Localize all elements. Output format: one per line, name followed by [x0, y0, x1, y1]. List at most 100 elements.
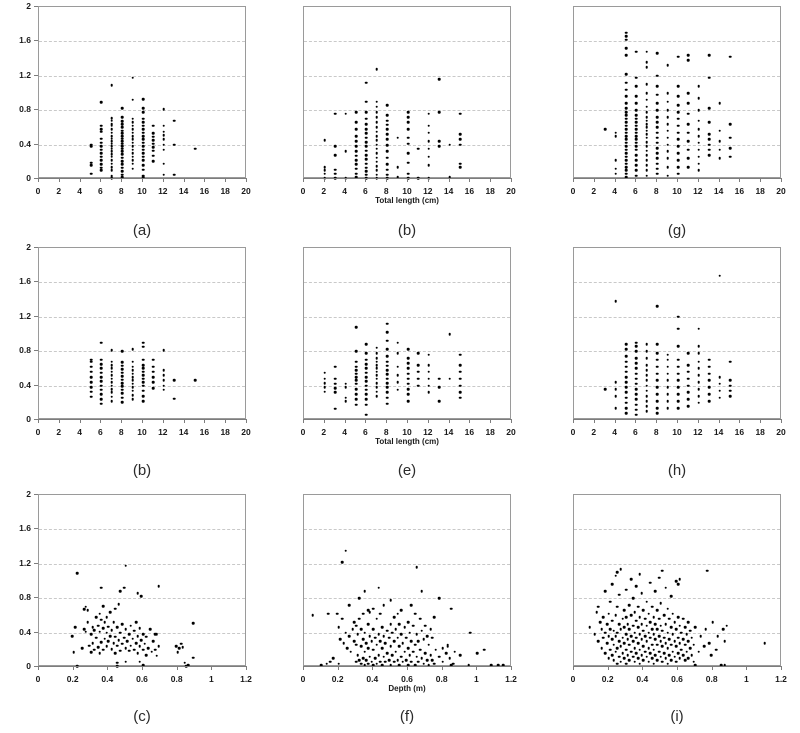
data-point: [89, 651, 93, 654]
data-point: [141, 131, 145, 134]
data-point: [614, 380, 617, 384]
data-point: [89, 365, 93, 368]
y-tick: [34, 143, 38, 145]
data-point: [645, 132, 649, 136]
data-point: [141, 151, 145, 155]
data-point: [619, 627, 623, 631]
data-point: [624, 162, 628, 165]
data-point: [427, 643, 431, 646]
data-point: [446, 643, 450, 646]
data-point: [385, 386, 389, 389]
data-point: [365, 358, 368, 362]
x-tick: [323, 419, 325, 423]
data-point: [120, 388, 124, 392]
data-point: [603, 651, 607, 655]
data-point: [70, 634, 74, 638]
data-point: [680, 631, 683, 634]
data-point: [131, 145, 134, 148]
data-point: [410, 603, 413, 607]
data-point: [193, 379, 197, 382]
data-point: [120, 642, 124, 646]
data-point: [366, 662, 370, 665]
data-point: [358, 617, 361, 621]
data-point: [655, 146, 659, 150]
data-point: [384, 660, 387, 664]
x-tick-label: 6: [633, 186, 638, 196]
data-point: [359, 645, 363, 648]
data-point: [110, 360, 114, 363]
data-point: [120, 367, 124, 371]
x-tick: [204, 178, 206, 182]
data-point: [635, 127, 638, 131]
data-point: [117, 602, 121, 606]
data-point: [100, 166, 103, 170]
x-tick-label: 6: [98, 427, 103, 437]
data-point: [193, 147, 197, 151]
data-point: [687, 657, 690, 660]
data-point: [181, 645, 185, 649]
data-point: [429, 653, 432, 657]
data-point: [631, 624, 635, 628]
data-point: [718, 148, 721, 152]
data-point: [655, 365, 659, 368]
data-point: [333, 168, 337, 171]
data-point: [112, 641, 115, 645]
data-point: [636, 657, 640, 660]
data-point: [635, 158, 638, 162]
data-point: [375, 147, 379, 151]
panel-caption-f: (f): [399, 708, 415, 725]
data-point: [427, 155, 431, 158]
data-point: [363, 650, 366, 653]
data-point: [617, 655, 621, 658]
data-point: [365, 145, 368, 148]
data-point: [707, 641, 711, 645]
data-point: [683, 658, 687, 662]
data-point: [429, 627, 432, 631]
data-point: [718, 139, 721, 143]
data-point: [141, 174, 145, 177]
x-tick: [183, 178, 185, 182]
data-point: [391, 631, 394, 634]
data-point: [101, 648, 105, 652]
data-point: [98, 651, 101, 655]
data-point: [645, 136, 649, 140]
data-point: [666, 115, 669, 119]
data-point: [162, 349, 166, 352]
data-point: [365, 173, 368, 176]
data-point: [365, 169, 368, 173]
data-point: [141, 120, 145, 124]
data-point: [129, 624, 133, 628]
data-point: [406, 142, 410, 146]
data-point: [120, 163, 124, 166]
data-point: [624, 406, 628, 410]
data-point: [687, 59, 690, 62]
data-point: [624, 348, 628, 351]
data-point: [661, 645, 664, 648]
data-point: [191, 656, 195, 659]
data-point: [398, 645, 401, 648]
data-point: [648, 581, 652, 585]
data-point: [681, 617, 685, 621]
data-point: [458, 396, 462, 399]
data-point: [645, 65, 649, 69]
data-point: [396, 388, 399, 392]
data-point: [697, 148, 701, 152]
data-point: [707, 379, 711, 382]
data-point: [401, 660, 405, 664]
data-point: [624, 360, 628, 363]
data-point: [389, 663, 392, 667]
x-tick: [246, 419, 247, 423]
data-point: [365, 403, 368, 406]
data-point: [596, 605, 600, 609]
data-point: [635, 117, 638, 121]
y-tick-label: 0.8: [19, 104, 31, 115]
data-point: [635, 341, 638, 344]
data-point: [354, 360, 358, 363]
x-tick-label: 8: [383, 427, 389, 437]
data-point: [645, 373, 649, 377]
data-point: [131, 151, 134, 155]
data-point: [697, 650, 701, 653]
x-tick: [337, 666, 339, 670]
data-point: [669, 658, 673, 662]
